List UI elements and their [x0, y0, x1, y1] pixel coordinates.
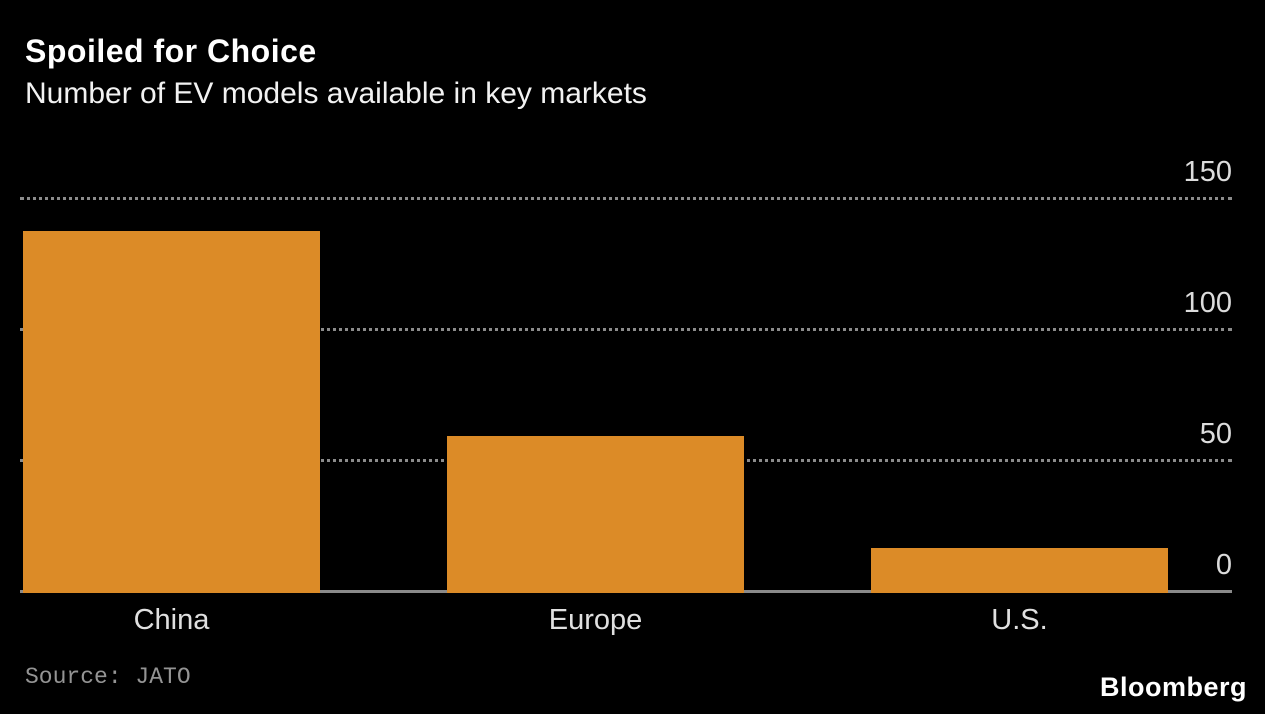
- y-tick-label-150: 150: [1183, 156, 1232, 188]
- source-label: Source: JATO: [25, 664, 191, 690]
- gridline-150: [20, 197, 1232, 200]
- x-axis-label-europe: Europe: [548, 604, 643, 636]
- bar-europe: [447, 436, 744, 593]
- x-axis-label-china: China: [133, 604, 210, 636]
- gridline-100: [20, 328, 1232, 331]
- x-axis-label-us: U.S.: [991, 604, 1048, 636]
- bloomberg-logo: Bloomberg: [1099, 672, 1247, 702]
- bar-us: [871, 548, 1168, 593]
- chart-subtitle: Number of EV models available in key mar…: [25, 77, 647, 110]
- bar-china: [23, 231, 320, 593]
- y-tick-label-0: 0: [1215, 549, 1232, 581]
- chart-title: Spoiled for Choice: [25, 33, 317, 69]
- y-tick-label-50: 50: [1199, 418, 1232, 450]
- y-tick-label-100: 100: [1183, 287, 1232, 319]
